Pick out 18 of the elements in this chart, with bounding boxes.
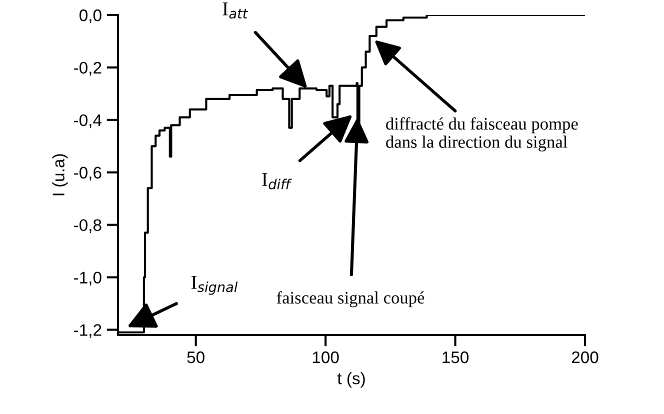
annotation: I$_{signal}$ bbox=[191, 276, 238, 295]
annotation: I$_{att}$ bbox=[222, 2, 248, 19]
y-tick-label: -0,8 bbox=[74, 219, 102, 234]
y-tick-label: -0,4 bbox=[74, 114, 102, 128]
annotation: faisceau signal coupé bbox=[276, 291, 424, 308]
x-axis-title: t (s) bbox=[337, 372, 365, 388]
y-tick-label: -0,2 bbox=[74, 62, 102, 76]
annotation: diffracté du faisceau pompe dans la direction du signal bbox=[386, 117, 578, 152]
x-tick-label: 200 bbox=[572, 351, 598, 364]
y-tick-label: -1,0 bbox=[74, 272, 102, 286]
y-tick-label: 0,0 bbox=[80, 9, 102, 24]
x-tick-label: 50 bbox=[187, 351, 204, 364]
annotation: I$_{diff}$ bbox=[262, 173, 292, 190]
y-axis-title: I (u.a) bbox=[52, 154, 68, 196]
x-tick-label: 150 bbox=[442, 351, 469, 364]
y-tick-label: -0,6 bbox=[74, 166, 102, 181]
x-tick-label: 100 bbox=[312, 351, 339, 364]
y-tick-label: -1,2 bbox=[74, 324, 102, 338]
